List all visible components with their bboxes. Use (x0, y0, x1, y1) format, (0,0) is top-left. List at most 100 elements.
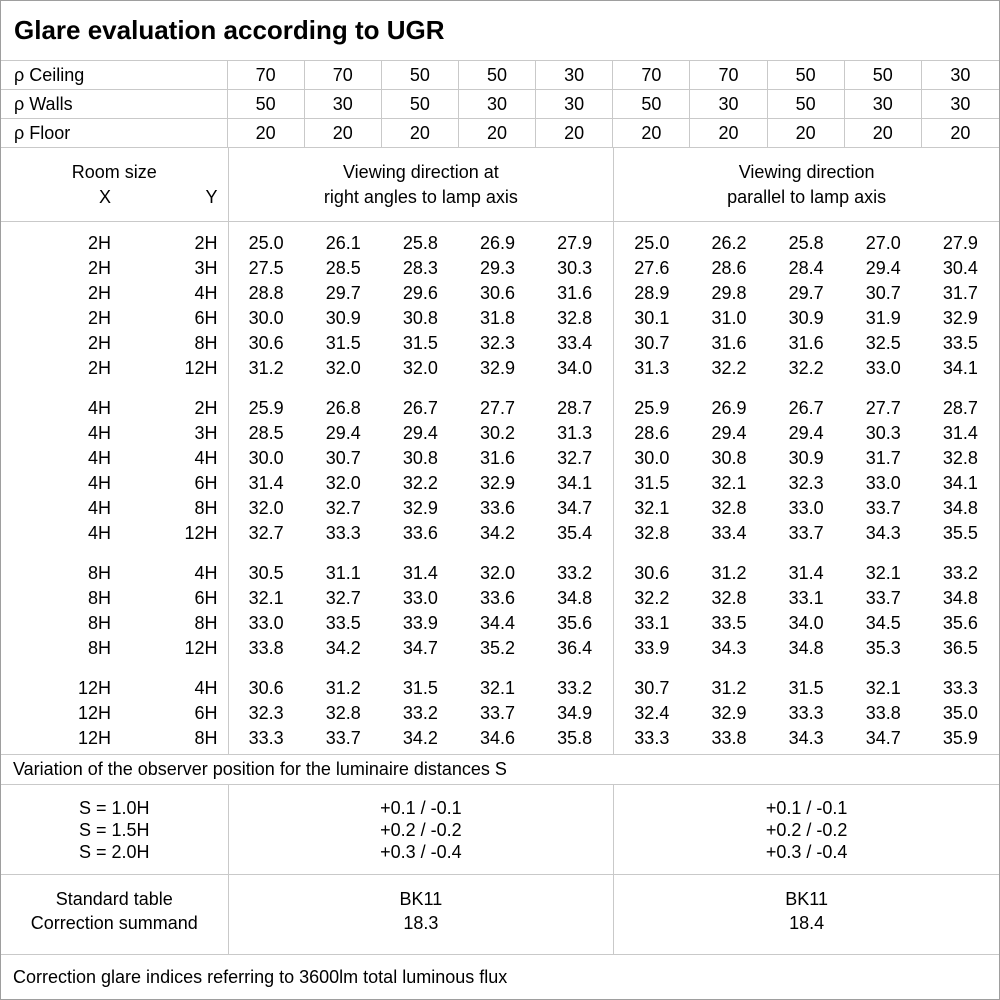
correction-summand-value: 18.4 (789, 912, 825, 933)
ugr-value: 31.9 (865, 308, 901, 328)
ugr-value: 34.1 (942, 473, 978, 493)
ugr-value: 34.3 (865, 523, 901, 543)
y-column-label: Y (205, 186, 218, 207)
s-variation-value: +0.1 / -0.1 (380, 797, 462, 818)
ugr-value: 33.7 (480, 703, 516, 723)
room-size-x: 2H (88, 283, 112, 303)
ugr-value: 30.1 (634, 308, 670, 328)
ugr-value: 31.6 (788, 333, 824, 353)
ugr-value: 31.5 (788, 678, 824, 698)
ugr-value: 34.1 (942, 358, 978, 378)
ugr-value: 32.7 (325, 498, 361, 518)
ugr-value: 35.0 (942, 703, 978, 723)
observer-variation-block: S = 1.0H S = 1.5H S = 2.0H +0.1 / -0.1 +… (1, 785, 999, 875)
ugr-value: 31.5 (634, 473, 670, 493)
ugr-value: 30.0 (248, 448, 284, 468)
ugr-row: 2H 6H 30.0 30.9 30.8 31.8 32.8 30.1 31.0 30.9 31.9… (1, 306, 999, 331)
ugr-row: 8H 12H 33.8 34.2 34.7 35.2 36.4 33.9 34.3 34.8 35.… (1, 636, 999, 661)
ugr-value: 33.0 (865, 358, 901, 378)
ugr-value: 33.3 (634, 728, 670, 748)
reflectance-label: ρ Walls (1, 90, 228, 118)
ugr-value: 35.2 (480, 638, 516, 658)
ugr-value: 32.0 (325, 358, 361, 378)
reflectance-value: 30 (305, 90, 382, 118)
ugr-value: 31.2 (248, 358, 284, 378)
ugr-value: 30.9 (788, 448, 824, 468)
reflectance-value: 30 (845, 90, 922, 118)
ugr-value: 29.7 (788, 283, 824, 303)
s-variation-value: +0.2 / -0.2 (765, 819, 848, 840)
ugr-value: 33.4 (711, 523, 747, 543)
ugr-value: 33.6 (402, 523, 438, 543)
reflectance-value: 30 (536, 90, 614, 118)
ugr-value: 30.3 (557, 258, 593, 278)
x-column-label: X (99, 186, 112, 207)
ugr-value: 27.7 (865, 398, 901, 418)
ugr-value: 34.2 (402, 728, 438, 748)
ugr-value: 30.7 (325, 448, 361, 468)
ugr-value: 34.5 (865, 613, 901, 633)
room-size-x: 4H (88, 498, 112, 518)
room-size-x: 4H (88, 448, 112, 468)
room-size-x: 2H (88, 333, 112, 353)
ugr-value: 33.2 (557, 678, 593, 698)
ugr-value: 34.6 (480, 728, 516, 748)
ugr-value: 32.3 (480, 333, 516, 353)
ugr-value: 33.5 (942, 333, 978, 353)
ugr-value: 29.6 (402, 283, 438, 303)
ugr-value: 28.5 (248, 423, 284, 443)
ugr-value: 36.4 (557, 638, 593, 658)
ugr-row: 4H 8H 32.0 32.7 32.9 33.6 34.7 32.1 32.8 33.0 33.7… (1, 496, 999, 521)
room-size-x: 12H (78, 678, 112, 698)
ugr-value: 31.3 (557, 423, 593, 443)
ugr-value: 33.1 (634, 613, 670, 633)
reflectance-label: ρ Floor (1, 119, 228, 147)
room-size-x: 2H (88, 258, 112, 278)
reflectance-value: 30 (690, 90, 768, 118)
room-size-cell: 2H 2H (1, 231, 228, 256)
ugr-value: 28.4 (788, 258, 824, 278)
ugr-value: 28.7 (942, 398, 978, 418)
ugr-value: 33.7 (865, 498, 901, 518)
ugr-value: 32.1 (248, 588, 284, 608)
ugr-value: 35.5 (942, 523, 978, 543)
ugr-value: 31.8 (480, 308, 516, 328)
ugr-value: 33.3 (788, 703, 824, 723)
ugr-value: 35.4 (557, 523, 593, 543)
reflectance-value: 20 (768, 119, 845, 147)
ugr-value: 34.8 (788, 638, 824, 658)
room-size-y: 8H (194, 333, 218, 353)
ugr-value: 30.7 (634, 678, 670, 698)
ugr-value: 27.5 (248, 258, 284, 278)
ugr-value: 30.6 (248, 333, 284, 353)
ugr-value: 32.0 (248, 498, 284, 518)
ugr-value: 32.9 (711, 703, 747, 723)
correction-summand-label: Correction summand (30, 912, 198, 933)
reflectance-value: 20 (950, 122, 971, 143)
summary-right-angles: BK11 18.3 (227, 875, 614, 954)
ugr-value: 29.4 (711, 423, 747, 443)
ugr-value: 30.6 (634, 563, 670, 583)
s-variation-value: +0.2 / -0.2 (380, 819, 462, 840)
room-size-y: 12H (184, 523, 218, 543)
ugr-value: 32.5 (865, 333, 901, 353)
ugr-value: 25.0 (634, 233, 670, 253)
ugr-value: 32.9 (480, 473, 516, 493)
reflectance-value: 50 (382, 90, 459, 118)
room-size-y: 2H (194, 233, 218, 253)
ugr-value: 28.3 (402, 258, 438, 278)
table-header-row: Room size X Y Viewing direction at right… (1, 148, 999, 222)
room-size-x: 4H (88, 473, 112, 493)
ugr-value: 34.1 (557, 473, 593, 493)
block-gap (1, 661, 999, 676)
ugr-value: 32.8 (325, 703, 361, 723)
room-size-cell: 2H 3H (1, 256, 228, 281)
ugr-value: 34.2 (325, 638, 361, 658)
ugr-value: 34.0 (788, 613, 824, 633)
reflectance-value: 20 (305, 119, 382, 147)
ugr-row: 2H 4H 28.8 29.7 29.6 30.6 31.6 28.9 29.8 29.7 30.7… (1, 281, 999, 306)
ugr-value: 30.9 (325, 308, 361, 328)
ugr-value: 31.7 (865, 448, 901, 468)
room-size-y: 6H (194, 703, 218, 723)
ugr-value: 29.3 (480, 258, 516, 278)
